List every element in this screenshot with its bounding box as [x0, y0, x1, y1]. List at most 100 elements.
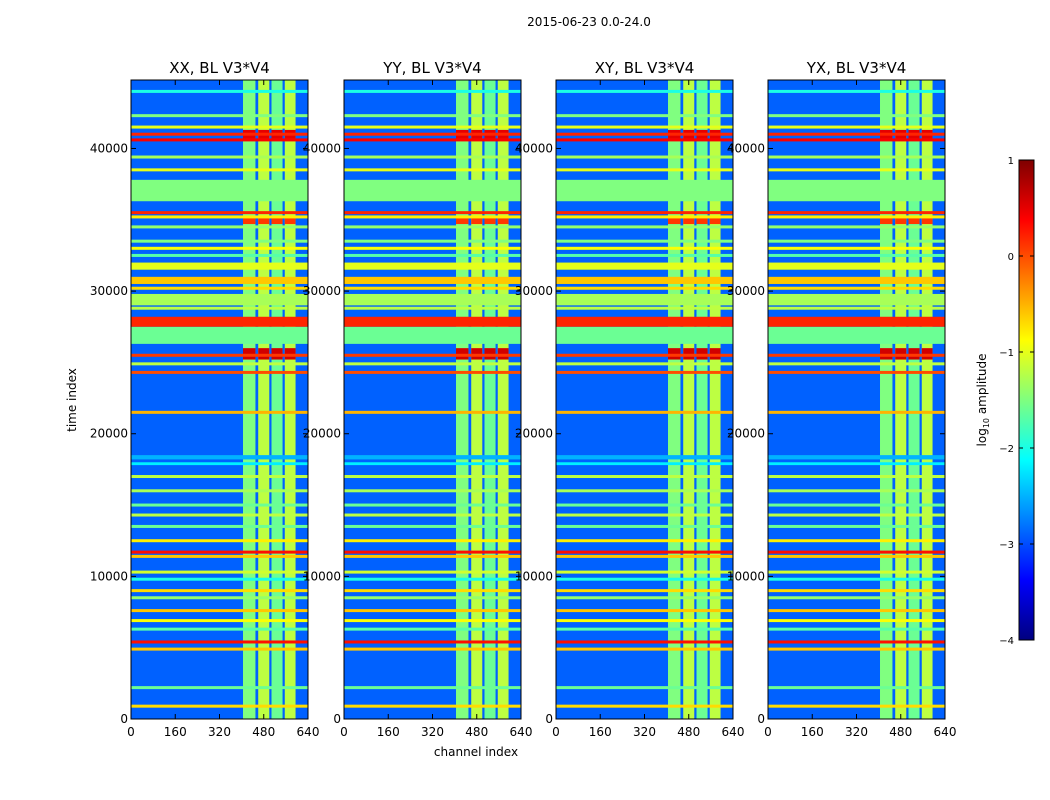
rfi-line	[556, 155, 733, 159]
y-tick-label: 10000	[727, 569, 765, 583]
rfi-line	[344, 138, 521, 142]
rfi-line	[768, 132, 945, 136]
rfi-line	[131, 704, 308, 708]
rfi-line	[768, 306, 945, 310]
rfi-line	[344, 570, 521, 574]
rfi-line	[556, 211, 733, 215]
rfi-line	[131, 554, 308, 558]
rfi-line	[344, 589, 521, 593]
x-tick-label: 320	[633, 725, 656, 739]
broadband-band	[344, 179, 521, 202]
y-tick-label: 0	[757, 712, 765, 726]
hot-block	[471, 216, 483, 225]
rfi-line	[344, 89, 521, 93]
rfi-line	[344, 225, 521, 229]
y-tick-label: 0	[333, 712, 341, 726]
rfi-line	[131, 114, 308, 118]
rfi-line	[768, 686, 945, 690]
rfi-line	[344, 155, 521, 159]
broadband-band	[556, 179, 733, 202]
rfi-line	[556, 370, 733, 374]
rfi-line	[768, 570, 945, 574]
rfi-column	[456, 80, 469, 719]
rfi-line	[131, 410, 308, 414]
rfi-line	[131, 132, 308, 136]
rfi-line	[344, 132, 521, 136]
rfi-line	[556, 215, 733, 219]
panels: XX, BL V3*V4 0 160 320 480 640 0 10000 20000 3000…	[90, 59, 957, 739]
y-tick-label: 40000	[727, 141, 765, 155]
rfi-line	[556, 239, 733, 243]
rfi-line	[344, 370, 521, 374]
x-tick-label: 640	[297, 725, 320, 739]
rfi-line	[556, 253, 733, 257]
rfi-line	[344, 475, 521, 479]
hot-block	[243, 216, 256, 225]
rfi-line	[768, 125, 945, 129]
y-tick-label: 0	[545, 712, 553, 726]
hot-block	[683, 216, 695, 225]
rfi-line	[556, 570, 733, 574]
y-tick-label: 20000	[515, 427, 553, 441]
rfi-line	[768, 619, 945, 623]
rfi-line	[768, 589, 945, 593]
y-tick-label: 40000	[90, 141, 128, 155]
rfi-line	[131, 539, 308, 543]
rfi-line	[556, 619, 733, 623]
broadband-band	[344, 262, 521, 270]
rfi-line	[344, 489, 521, 493]
rfi-line	[131, 125, 308, 129]
rfi-line	[131, 577, 308, 581]
rfi-line	[344, 353, 521, 357]
rfi-line	[556, 475, 733, 479]
x-tick-label: 0	[764, 725, 772, 739]
broadband-band	[131, 455, 308, 460]
rfi-line	[131, 353, 308, 357]
rfi-line	[131, 239, 308, 243]
rfi-line	[556, 225, 733, 229]
rfi-column	[243, 80, 256, 719]
figure-suptitle: 2015-06-23 0.0-24.0	[527, 15, 651, 29]
rfi-line	[131, 475, 308, 479]
y-tick-label: 40000	[303, 141, 341, 155]
rfi-line	[556, 114, 733, 118]
rfi-line	[768, 647, 945, 651]
rfi-line	[344, 513, 521, 517]
rfi-line	[131, 640, 308, 644]
rfi-column	[284, 80, 296, 719]
rfi-line	[768, 89, 945, 93]
y-tick-label: 30000	[727, 284, 765, 298]
rfi-line	[556, 539, 733, 543]
rfi-line	[768, 353, 945, 357]
hot-block	[271, 216, 283, 225]
x-tick-label: 160	[377, 725, 400, 739]
rfi-line	[131, 619, 308, 623]
x-axis-label: channel index	[434, 745, 518, 759]
rfi-column	[880, 80, 893, 719]
rfi-line	[344, 627, 521, 631]
y-tick-label: 40000	[515, 141, 553, 155]
rfi-line	[556, 609, 733, 613]
x-tick-label: 480	[889, 725, 912, 739]
rfi-line	[131, 686, 308, 690]
rfi-line	[556, 513, 733, 517]
rfi-line	[556, 132, 733, 136]
rfi-line	[768, 362, 945, 366]
rfi-line	[344, 215, 521, 219]
y-tick-label: 10000	[90, 569, 128, 583]
rfi-line	[131, 570, 308, 574]
rfi-line	[344, 239, 521, 243]
x-tick-label: 640	[510, 725, 533, 739]
rfi-line	[768, 550, 945, 554]
broadband-band	[344, 276, 521, 284]
hot-block	[895, 216, 907, 225]
rfi-line	[344, 253, 521, 257]
rfi-line	[344, 168, 521, 172]
broadband-band	[768, 262, 945, 270]
rfi-line	[768, 211, 945, 215]
rfi-line	[556, 704, 733, 708]
rfi-line	[344, 125, 521, 129]
broadband-band	[768, 326, 945, 344]
panel-title: YY, BL V3*V4	[382, 59, 481, 77]
